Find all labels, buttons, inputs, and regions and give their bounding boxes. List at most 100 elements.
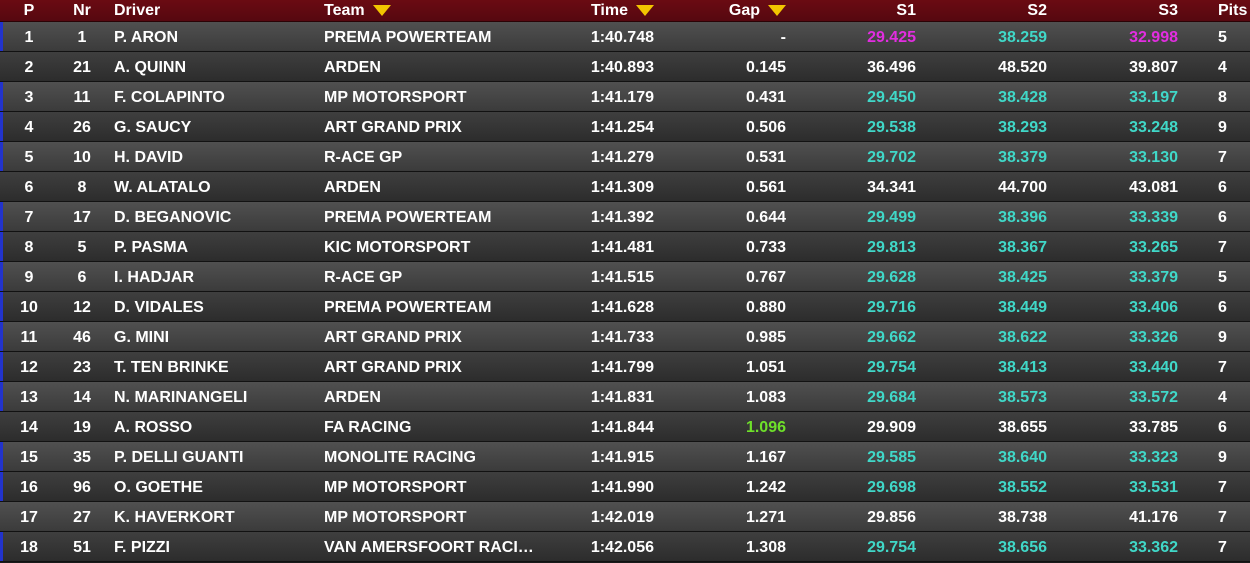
car-number-cell: 51 bbox=[73, 539, 91, 556]
position-cell: 4 bbox=[24, 119, 34, 136]
table-row[interactable]: 3 11 F. COLAPINTO MP MOTORSPORT 1:41.179 0.43… bbox=[0, 82, 1250, 112]
car-number-cell: 1 bbox=[77, 29, 87, 46]
table-row[interactable]: 6 8 W. ALATALO ARDEN 1:41.309 0.561 34.341 44.7… bbox=[0, 172, 1250, 202]
team-name-cell: ART GRAND PRIX bbox=[324, 329, 462, 346]
position-cell: 10 bbox=[20, 299, 38, 316]
column-header-s3[interactable]: S3 bbox=[1158, 2, 1178, 19]
table-row[interactable]: 14 19 A. ROSSO FA RACING 1:41.844 1.096 29.909… bbox=[0, 412, 1250, 442]
table-row[interactable]: 4 26 G. SAUCY ART GRAND PRIX 1:41.254 0.506 29… bbox=[0, 112, 1250, 142]
car-number-cell: 17 bbox=[73, 209, 91, 226]
sector1-cell: 29.662 bbox=[867, 329, 916, 346]
gap-cell: - bbox=[780, 29, 786, 46]
triangle-down-icon[interactable] bbox=[636, 5, 654, 16]
column-header-driver[interactable]: Driver bbox=[114, 2, 161, 19]
pits-cell: 7 bbox=[1218, 539, 1227, 556]
sector3-cell: 33.531 bbox=[1129, 479, 1178, 496]
table-row[interactable]: 13 14 N. MARINANGELI ARDEN 1:41.831 1.083 29.6… bbox=[0, 382, 1250, 412]
table-row[interactable]: 11 46 G. MINI ART GRAND PRIX 1:41.733 0.985 29… bbox=[0, 322, 1250, 352]
table-row[interactable]: 8 5 P. PASMA KIC MOTORSPORT 1:41.481 0.733 29.… bbox=[0, 232, 1250, 262]
row-marker bbox=[0, 142, 3, 171]
table-row[interactable]: 18 51 F. PIZZI VAN AMERSFOORT RACI… 1:42.056… bbox=[0, 532, 1250, 562]
gap-cell: 1.096 bbox=[745, 419, 786, 436]
lap-time-cell: 1:40.748 bbox=[590, 29, 654, 46]
position-cell: 13 bbox=[20, 389, 38, 406]
column-header-gap[interactable]: Gap bbox=[664, 0, 786, 21]
column-header-s2[interactable]: S2 bbox=[1027, 2, 1047, 19]
position-cell: 1 bbox=[24, 29, 34, 46]
pits-cell: 5 bbox=[1218, 269, 1227, 286]
lap-time-cell: 1:40.893 bbox=[590, 59, 654, 76]
gap-cell: 0.561 bbox=[745, 179, 786, 196]
row-marker bbox=[0, 352, 3, 381]
team-name-cell: MP MOTORSPORT bbox=[324, 89, 467, 106]
triangle-down-icon[interactable] bbox=[372, 5, 391, 16]
driver-name-cell: K. HAVERKORT bbox=[114, 509, 235, 526]
table-row[interactable]: 15 35 P. DELLI GUANTI MONOLITE RACING 1:41.9… bbox=[0, 442, 1250, 472]
team-name-cell: MP MOTORSPORT bbox=[324, 479, 467, 496]
table-header: P Nr Driver Team Time Gap S1 S2 S3 Pits bbox=[0, 0, 1250, 22]
sector3-cell: 33.197 bbox=[1129, 89, 1178, 106]
gap-cell: 1.242 bbox=[745, 479, 786, 496]
table-row[interactable]: 17 27 K. HAVERKORT MP MOTORSPORT 1:42.019 1.2… bbox=[0, 502, 1250, 532]
position-cell: 14 bbox=[20, 419, 38, 436]
row-marker bbox=[0, 22, 3, 51]
row-marker bbox=[0, 442, 3, 471]
sector3-cell: 33.379 bbox=[1129, 269, 1178, 286]
lap-time-cell: 1:41.481 bbox=[590, 239, 654, 256]
car-number-cell: 46 bbox=[73, 329, 91, 346]
pits-cell: 4 bbox=[1218, 59, 1227, 76]
team-name-cell: KIC MOTORSPORT bbox=[324, 239, 471, 256]
sector1-cell: 29.425 bbox=[867, 29, 916, 46]
driver-name-cell: G. SAUCY bbox=[114, 119, 192, 136]
pits-cell: 4 bbox=[1218, 389, 1227, 406]
sector1-cell: 29.909 bbox=[867, 419, 916, 436]
sector2-cell: 38.293 bbox=[998, 119, 1047, 136]
column-header-position[interactable]: P bbox=[23, 2, 35, 19]
driver-name-cell: W. ALATALO bbox=[114, 179, 211, 196]
sector1-cell: 29.628 bbox=[867, 269, 916, 286]
table-row[interactable]: 7 17 D. BEGANOVIC PREMA POWERTEAM 1:41.392 0.… bbox=[0, 202, 1250, 232]
table-row[interactable]: 12 23 T. TEN BRINKE ART GRAND PRIX 1:41.799 1… bbox=[0, 352, 1250, 382]
team-name-cell: R-ACE GP bbox=[324, 269, 403, 286]
sector2-cell: 38.367 bbox=[998, 239, 1047, 256]
driver-name-cell: A. QUINN bbox=[114, 59, 186, 76]
column-header-team-label: Team bbox=[324, 2, 365, 19]
table-row[interactable]: 1 1 P. ARON PREMA POWERTEAM 1:40.748 - 29.425 3… bbox=[0, 22, 1250, 52]
column-header-pits[interactable]: Pits bbox=[1218, 2, 1248, 19]
sector3-cell: 33.440 bbox=[1129, 359, 1178, 376]
sector3-cell: 33.339 bbox=[1129, 209, 1178, 226]
position-cell: 3 bbox=[24, 89, 34, 106]
pits-cell: 9 bbox=[1218, 119, 1227, 136]
table-row[interactable]: 5 10 H. DAVID R-ACE GP 1:41.279 0.531 29.702 38… bbox=[0, 142, 1250, 172]
column-header-time-label: Time bbox=[590, 2, 628, 19]
sector1-cell: 34.341 bbox=[867, 179, 916, 196]
column-header-number[interactable]: Nr bbox=[73, 2, 91, 19]
car-number-cell: 96 bbox=[73, 479, 91, 496]
lap-time-cell: 1:41.990 bbox=[590, 479, 654, 496]
pits-cell: 7 bbox=[1218, 509, 1227, 526]
position-cell: 18 bbox=[20, 539, 38, 556]
column-header-s1[interactable]: S1 bbox=[896, 2, 916, 19]
car-number-cell: 11 bbox=[73, 89, 91, 106]
table-row[interactable]: 9 6 I. HADJAR R-ACE GP 1:41.515 0.767 29.628 38… bbox=[0, 262, 1250, 292]
table-row[interactable]: 16 96 O. GOETHE MP MOTORSPORT 1:41.990 1.242 2… bbox=[0, 472, 1250, 502]
column-header-time[interactable]: Time bbox=[534, 0, 654, 21]
sector3-cell: 33.572 bbox=[1129, 389, 1178, 406]
triangle-down-icon[interactable] bbox=[768, 5, 786, 16]
sector2-cell: 38.259 bbox=[998, 29, 1047, 46]
lap-time-cell: 1:41.844 bbox=[590, 419, 654, 436]
row-marker bbox=[0, 262, 3, 291]
lap-time-cell: 1:41.179 bbox=[590, 89, 654, 106]
driver-name-cell: A. ROSSO bbox=[114, 419, 193, 436]
sector2-cell: 38.396 bbox=[998, 209, 1047, 226]
table-row[interactable]: 2 21 A. QUINN ARDEN 1:40.893 0.145 36.496 48.52… bbox=[0, 52, 1250, 82]
column-header-team[interactable]: Team bbox=[324, 0, 534, 21]
lap-time-cell: 1:41.799 bbox=[590, 359, 654, 376]
car-number-cell: 10 bbox=[73, 149, 91, 166]
team-name-cell: PREMA POWERTEAM bbox=[324, 299, 492, 316]
table-row[interactable]: 10 12 D. VIDALES PREMA POWERTEAM 1:41.628 0.8… bbox=[0, 292, 1250, 322]
row-marker bbox=[0, 382, 3, 411]
row-marker bbox=[0, 232, 3, 261]
driver-name-cell: D. BEGANOVIC bbox=[114, 209, 232, 226]
